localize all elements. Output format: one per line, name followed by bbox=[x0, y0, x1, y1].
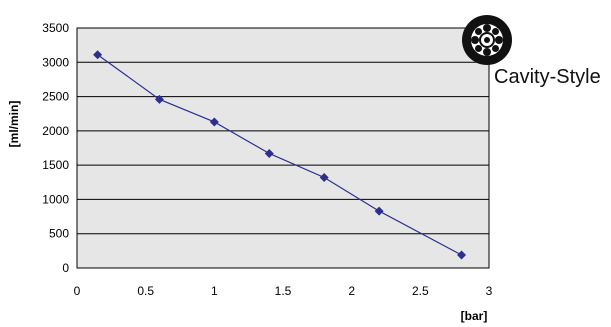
data-point bbox=[209, 117, 219, 127]
x-tick-label: 1.5 bbox=[275, 284, 292, 298]
data-point bbox=[374, 206, 384, 216]
x-axis-label: [bar] bbox=[461, 309, 488, 323]
y-tick-label: 2000 bbox=[42, 124, 69, 138]
y-tick-label: 500 bbox=[49, 227, 69, 241]
x-tick-label: 1 bbox=[211, 284, 218, 298]
y-tick-label: 3000 bbox=[42, 55, 69, 69]
series bbox=[93, 50, 467, 260]
gear-logo-icon bbox=[462, 15, 512, 65]
x-tick-labels: 0 0.5 1 1.5 2 2.5 3 bbox=[74, 284, 493, 298]
plot-area bbox=[76, 27, 490, 269]
y-tick-labels: 0 500 1000 1500 2000 2500 3000 3500 bbox=[42, 21, 69, 275]
x-tick-label: 0.5 bbox=[137, 284, 154, 298]
data-point bbox=[93, 50, 103, 60]
y-tick-label: 2500 bbox=[42, 90, 69, 104]
x-tick-label: 2.5 bbox=[412, 284, 429, 298]
y-axis-label: [ml/min] bbox=[7, 101, 21, 148]
y-tick-label: 1000 bbox=[42, 192, 69, 206]
y-tick-label: 1500 bbox=[42, 158, 69, 172]
brand-label: Cavity-Style bbox=[494, 66, 601, 88]
y-tick-label: 3500 bbox=[42, 21, 69, 35]
y-tick-label: 0 bbox=[62, 261, 69, 275]
data-point bbox=[264, 148, 274, 158]
data-point bbox=[319, 172, 329, 182]
data-point bbox=[457, 250, 467, 260]
x-tick-label: 2 bbox=[348, 284, 355, 298]
data-point bbox=[154, 94, 164, 104]
gridlines bbox=[77, 61, 489, 235]
x-tick-label: 3 bbox=[486, 284, 493, 298]
x-tick-label: 0 bbox=[74, 284, 81, 298]
